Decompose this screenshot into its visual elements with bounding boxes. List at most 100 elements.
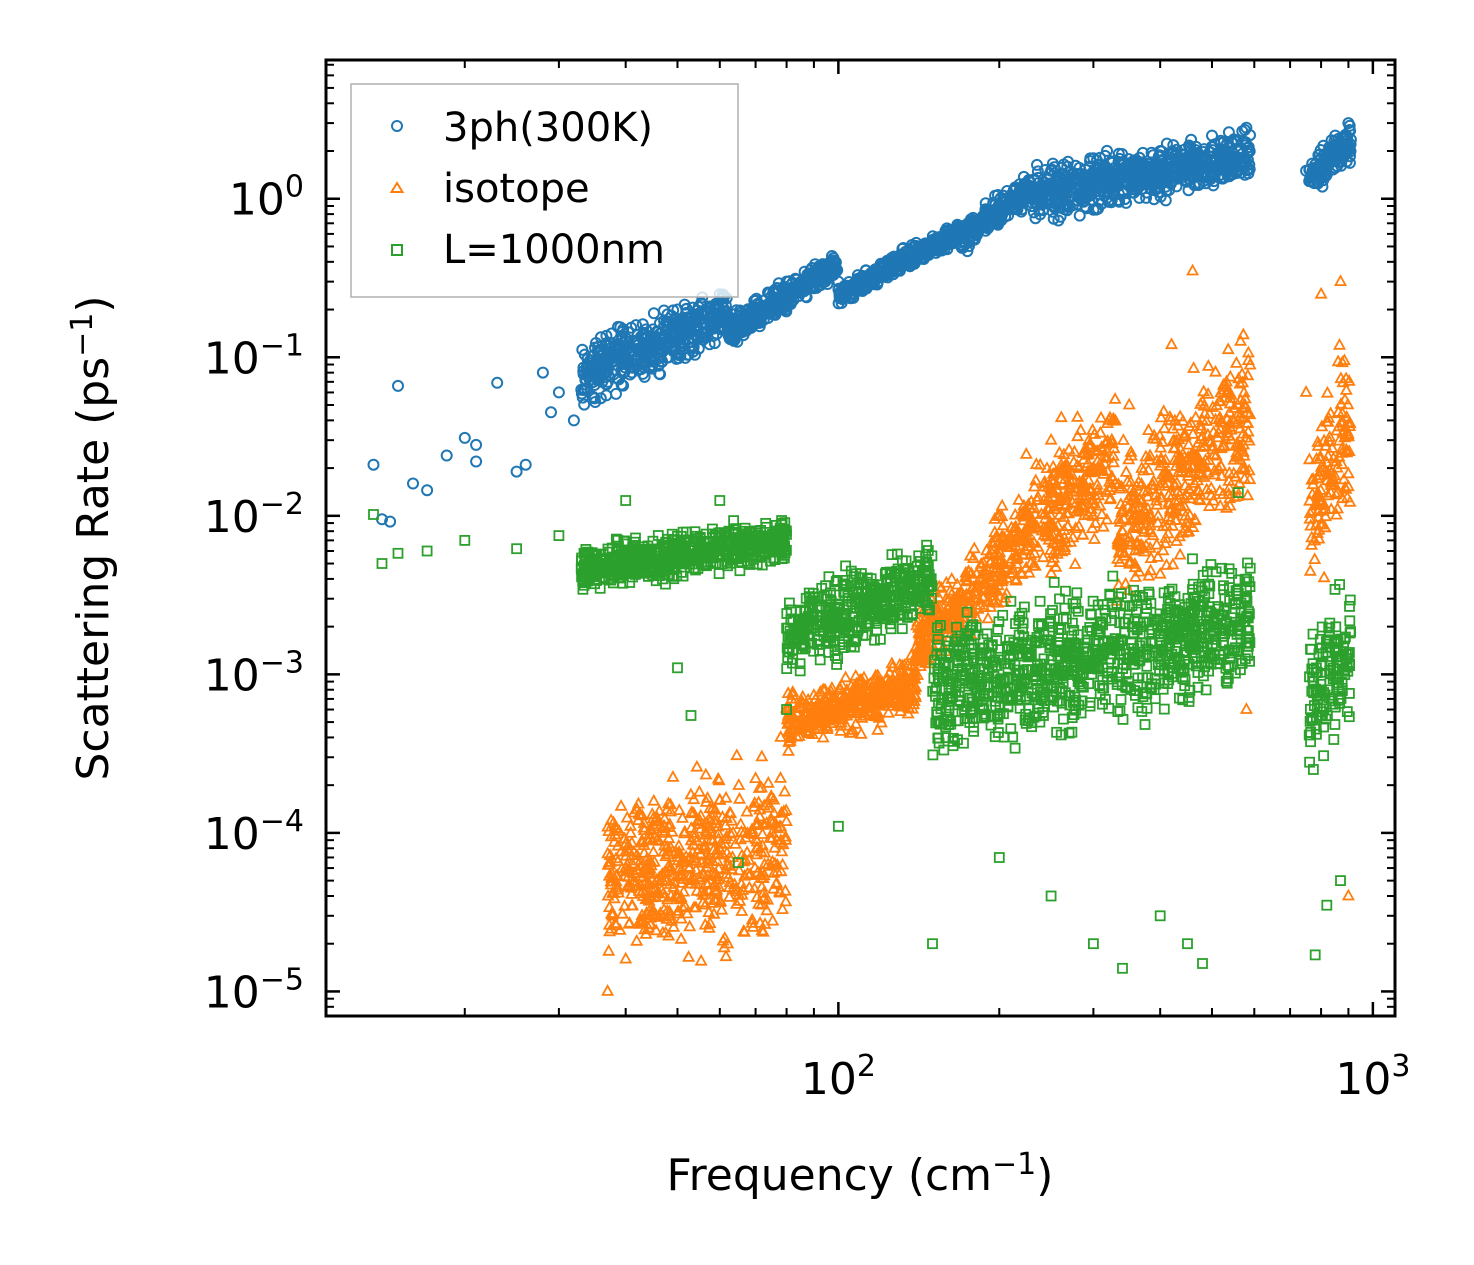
point-isotope bbox=[1127, 519, 1141, 532]
point-isotope bbox=[645, 807, 659, 819]
point-isotope bbox=[1019, 534, 1033, 547]
point-isotope bbox=[1067, 444, 1081, 457]
point-isotope bbox=[1227, 452, 1241, 465]
point-isotope bbox=[655, 821, 670, 834]
point-isotope bbox=[710, 843, 724, 856]
point-isotope bbox=[1173, 547, 1187, 560]
point-isotope bbox=[1333, 274, 1348, 287]
point-l1000nm bbox=[677, 570, 689, 582]
point-isotope bbox=[1158, 536, 1172, 549]
point-3ph bbox=[614, 321, 627, 334]
point-3ph bbox=[602, 362, 615, 375]
point-3ph bbox=[908, 246, 921, 259]
point-isotope bbox=[1097, 449, 1111, 462]
point-isotope bbox=[1154, 490, 1168, 503]
point-isotope bbox=[1188, 448, 1202, 460]
point-isotope bbox=[877, 688, 892, 701]
point-isotope bbox=[740, 804, 754, 817]
point-isotope bbox=[994, 537, 1008, 550]
point-isotope bbox=[732, 791, 747, 804]
point-isotope bbox=[792, 722, 806, 735]
point-3ph bbox=[619, 351, 632, 364]
point-isotope bbox=[1330, 423, 1344, 436]
point-isotope bbox=[689, 862, 703, 875]
point-isotope bbox=[1122, 554, 1136, 567]
point-isotope bbox=[780, 700, 794, 713]
point-3ph bbox=[1221, 170, 1234, 183]
point-isotope bbox=[662, 820, 676, 832]
point-isotope bbox=[1103, 436, 1117, 449]
point-3ph bbox=[946, 228, 959, 241]
point-isotope bbox=[764, 790, 779, 803]
point-isotope bbox=[1036, 550, 1050, 563]
point-3ph bbox=[1048, 161, 1061, 174]
point-isotope bbox=[1311, 504, 1325, 516]
point-isotope bbox=[732, 863, 746, 876]
point-isotope bbox=[761, 775, 775, 788]
point-isotope bbox=[768, 840, 782, 853]
point-isotope bbox=[677, 884, 691, 897]
point-isotope bbox=[1162, 495, 1176, 508]
point-isotope bbox=[605, 908, 620, 921]
point-isotope bbox=[1237, 437, 1251, 450]
point-isotope bbox=[805, 727, 820, 739]
point-3ph bbox=[763, 287, 776, 300]
point-isotope bbox=[754, 780, 769, 793]
point-3ph bbox=[1300, 164, 1313, 177]
point-isotope bbox=[945, 571, 959, 584]
point-3ph bbox=[921, 248, 933, 261]
point-isotope bbox=[1095, 507, 1109, 520]
point-isotope bbox=[769, 877, 783, 889]
point-isotope bbox=[1166, 488, 1180, 500]
point-isotope bbox=[861, 704, 875, 717]
point-3ph bbox=[626, 366, 638, 379]
point-isotope bbox=[1070, 458, 1084, 471]
point-isotope bbox=[720, 867, 734, 879]
point-isotope bbox=[816, 730, 830, 743]
point-3ph bbox=[703, 338, 716, 351]
point-isotope bbox=[1141, 463, 1155, 475]
point-isotope bbox=[1151, 508, 1165, 521]
point-isotope bbox=[1335, 441, 1349, 454]
point-isotope bbox=[1337, 353, 1351, 366]
point-isotope bbox=[1055, 460, 1069, 473]
point-isotope bbox=[1102, 474, 1117, 487]
point-isotope bbox=[770, 821, 785, 834]
point-isotope bbox=[1241, 353, 1255, 366]
point-isotope bbox=[1181, 450, 1195, 462]
point-isotope bbox=[1085, 521, 1099, 534]
series-3ph300k bbox=[367, 117, 1357, 528]
point-isotope bbox=[980, 543, 994, 556]
point-isotope bbox=[1230, 489, 1244, 502]
point-3ph bbox=[1240, 157, 1253, 170]
point-3ph bbox=[1331, 160, 1344, 173]
point-isotope bbox=[938, 604, 952, 617]
point-isotope bbox=[913, 627, 927, 640]
point-3ph bbox=[1070, 174, 1083, 187]
point-isotope bbox=[863, 682, 877, 695]
point-isotope bbox=[912, 652, 926, 665]
point-3ph bbox=[384, 515, 397, 528]
point-isotope bbox=[604, 877, 618, 890]
point-3ph bbox=[682, 348, 695, 361]
point-isotope bbox=[1141, 483, 1155, 496]
point-isotope bbox=[1201, 465, 1215, 478]
point-3ph bbox=[794, 277, 807, 290]
point-3ph bbox=[440, 449, 453, 462]
point-3ph bbox=[641, 346, 654, 358]
point-isotope bbox=[1156, 543, 1170, 556]
point-isotope bbox=[897, 658, 912, 670]
point-3ph bbox=[901, 249, 913, 262]
point-isotope bbox=[1198, 406, 1212, 419]
point-3ph bbox=[926, 240, 939, 253]
point-isotope bbox=[984, 553, 998, 566]
point-isotope bbox=[706, 865, 720, 878]
point-isotope bbox=[1012, 493, 1026, 505]
point-isotope bbox=[690, 814, 704, 827]
point-isotope bbox=[1149, 432, 1163, 444]
point-3ph bbox=[979, 224, 992, 237]
point-isotope bbox=[650, 872, 664, 885]
point-isotope bbox=[1335, 406, 1349, 419]
point-isotope bbox=[778, 883, 792, 896]
point-isotope bbox=[630, 933, 644, 946]
